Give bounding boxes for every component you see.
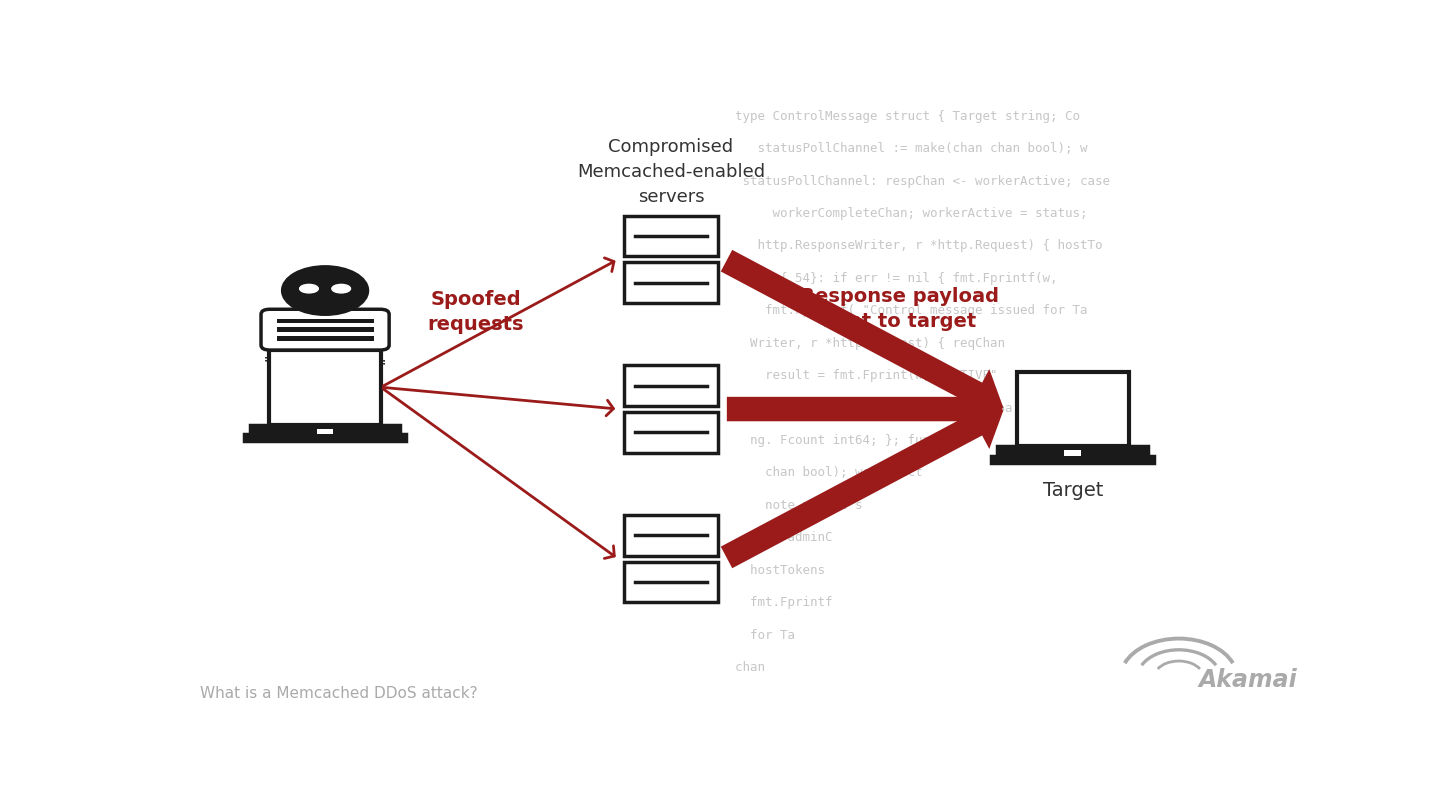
Text: note msg re s: note msg re s: [704, 499, 863, 512]
Text: func adminC: func adminC: [704, 531, 832, 544]
FancyBboxPatch shape: [998, 446, 1148, 456]
FancyBboxPatch shape: [1064, 450, 1081, 456]
FancyBboxPatch shape: [1017, 372, 1129, 446]
Text: Compromised
Memcached-enabled
servers: Compromised Memcached-enabled servers: [577, 138, 765, 206]
Circle shape: [282, 266, 367, 314]
Text: ng. Fcount int64; }; func ma: ng. Fcount int64; }; func ma: [704, 434, 959, 447]
Ellipse shape: [331, 284, 350, 293]
Text: Target: Target: [1043, 481, 1103, 500]
Text: http.ResponseWriter, r *http.Request) { hostTo: http.ResponseWriter, r *http.Request) { …: [704, 240, 1102, 253]
Text: for Ta: for Ta: [704, 629, 795, 642]
Text: remoteServer: '1337', nil}); };pa: remoteServer: '1337', nil}); };pa: [704, 402, 1012, 415]
FancyBboxPatch shape: [261, 309, 389, 350]
FancyBboxPatch shape: [276, 336, 373, 340]
Text: Response payload
sent to target: Response payload sent to target: [801, 288, 999, 331]
FancyBboxPatch shape: [624, 262, 719, 303]
Text: Writer, r *http.Request) { reqChan: Writer, r *http.Request) { reqChan: [704, 337, 1005, 350]
Text: Threat actor: Threat actor: [265, 356, 384, 375]
FancyBboxPatch shape: [624, 215, 719, 256]
FancyBboxPatch shape: [276, 318, 373, 323]
FancyBboxPatch shape: [317, 428, 334, 434]
FancyBboxPatch shape: [624, 515, 719, 556]
Text: Threat actor: Threat actor: [265, 359, 384, 378]
FancyBboxPatch shape: [249, 424, 400, 434]
Text: statusPollChannel: respChan <- workerActive; case: statusPollChannel: respChan <- workerAct…: [704, 174, 1109, 188]
Text: fmt.Fprintf( "Control message issued for Ta: fmt.Fprintf( "Control message issued for…: [704, 305, 1087, 318]
FancyBboxPatch shape: [992, 456, 1153, 463]
Text: workerCompleteChan; workerActive = status;: workerCompleteChan; workerActive = statu…: [704, 207, 1087, 220]
FancyBboxPatch shape: [243, 434, 406, 441]
Text: statusPollChannel := make(chan chan bool); w: statusPollChannel := make(chan chan bool…: [704, 142, 1087, 155]
FancyBboxPatch shape: [276, 327, 373, 332]
FancyBboxPatch shape: [624, 562, 719, 603]
FancyBboxPatch shape: [624, 412, 719, 453]
Text: { 54}: if err != nil { fmt.Fprintf(w,: { 54}: if err != nil { fmt.Fprintf(w,: [704, 272, 1057, 285]
Text: What is a Memcached DDoS attack?: What is a Memcached DDoS attack?: [200, 686, 478, 701]
Text: Akamai: Akamai: [1200, 668, 1297, 693]
FancyBboxPatch shape: [624, 365, 719, 406]
FancyBboxPatch shape: [269, 350, 380, 424]
Text: Spoofed
requests: Spoofed requests: [428, 290, 524, 335]
Text: type ControlMessage struct { Target string; Co: type ControlMessage struct { Target stri…: [704, 109, 1080, 122]
Text: chan bool); workerAct: chan bool); workerAct: [704, 467, 922, 480]
Text: fmt.Fprintf: fmt.Fprintf: [704, 596, 832, 609]
Ellipse shape: [300, 284, 318, 293]
Text: result = fmt.Fprint(w, "ACTIVE": result = fmt.Fprint(w, "ACTIVE": [704, 369, 996, 382]
Text: chan: chan: [704, 661, 765, 674]
Text: hostTokens: hostTokens: [704, 564, 825, 577]
